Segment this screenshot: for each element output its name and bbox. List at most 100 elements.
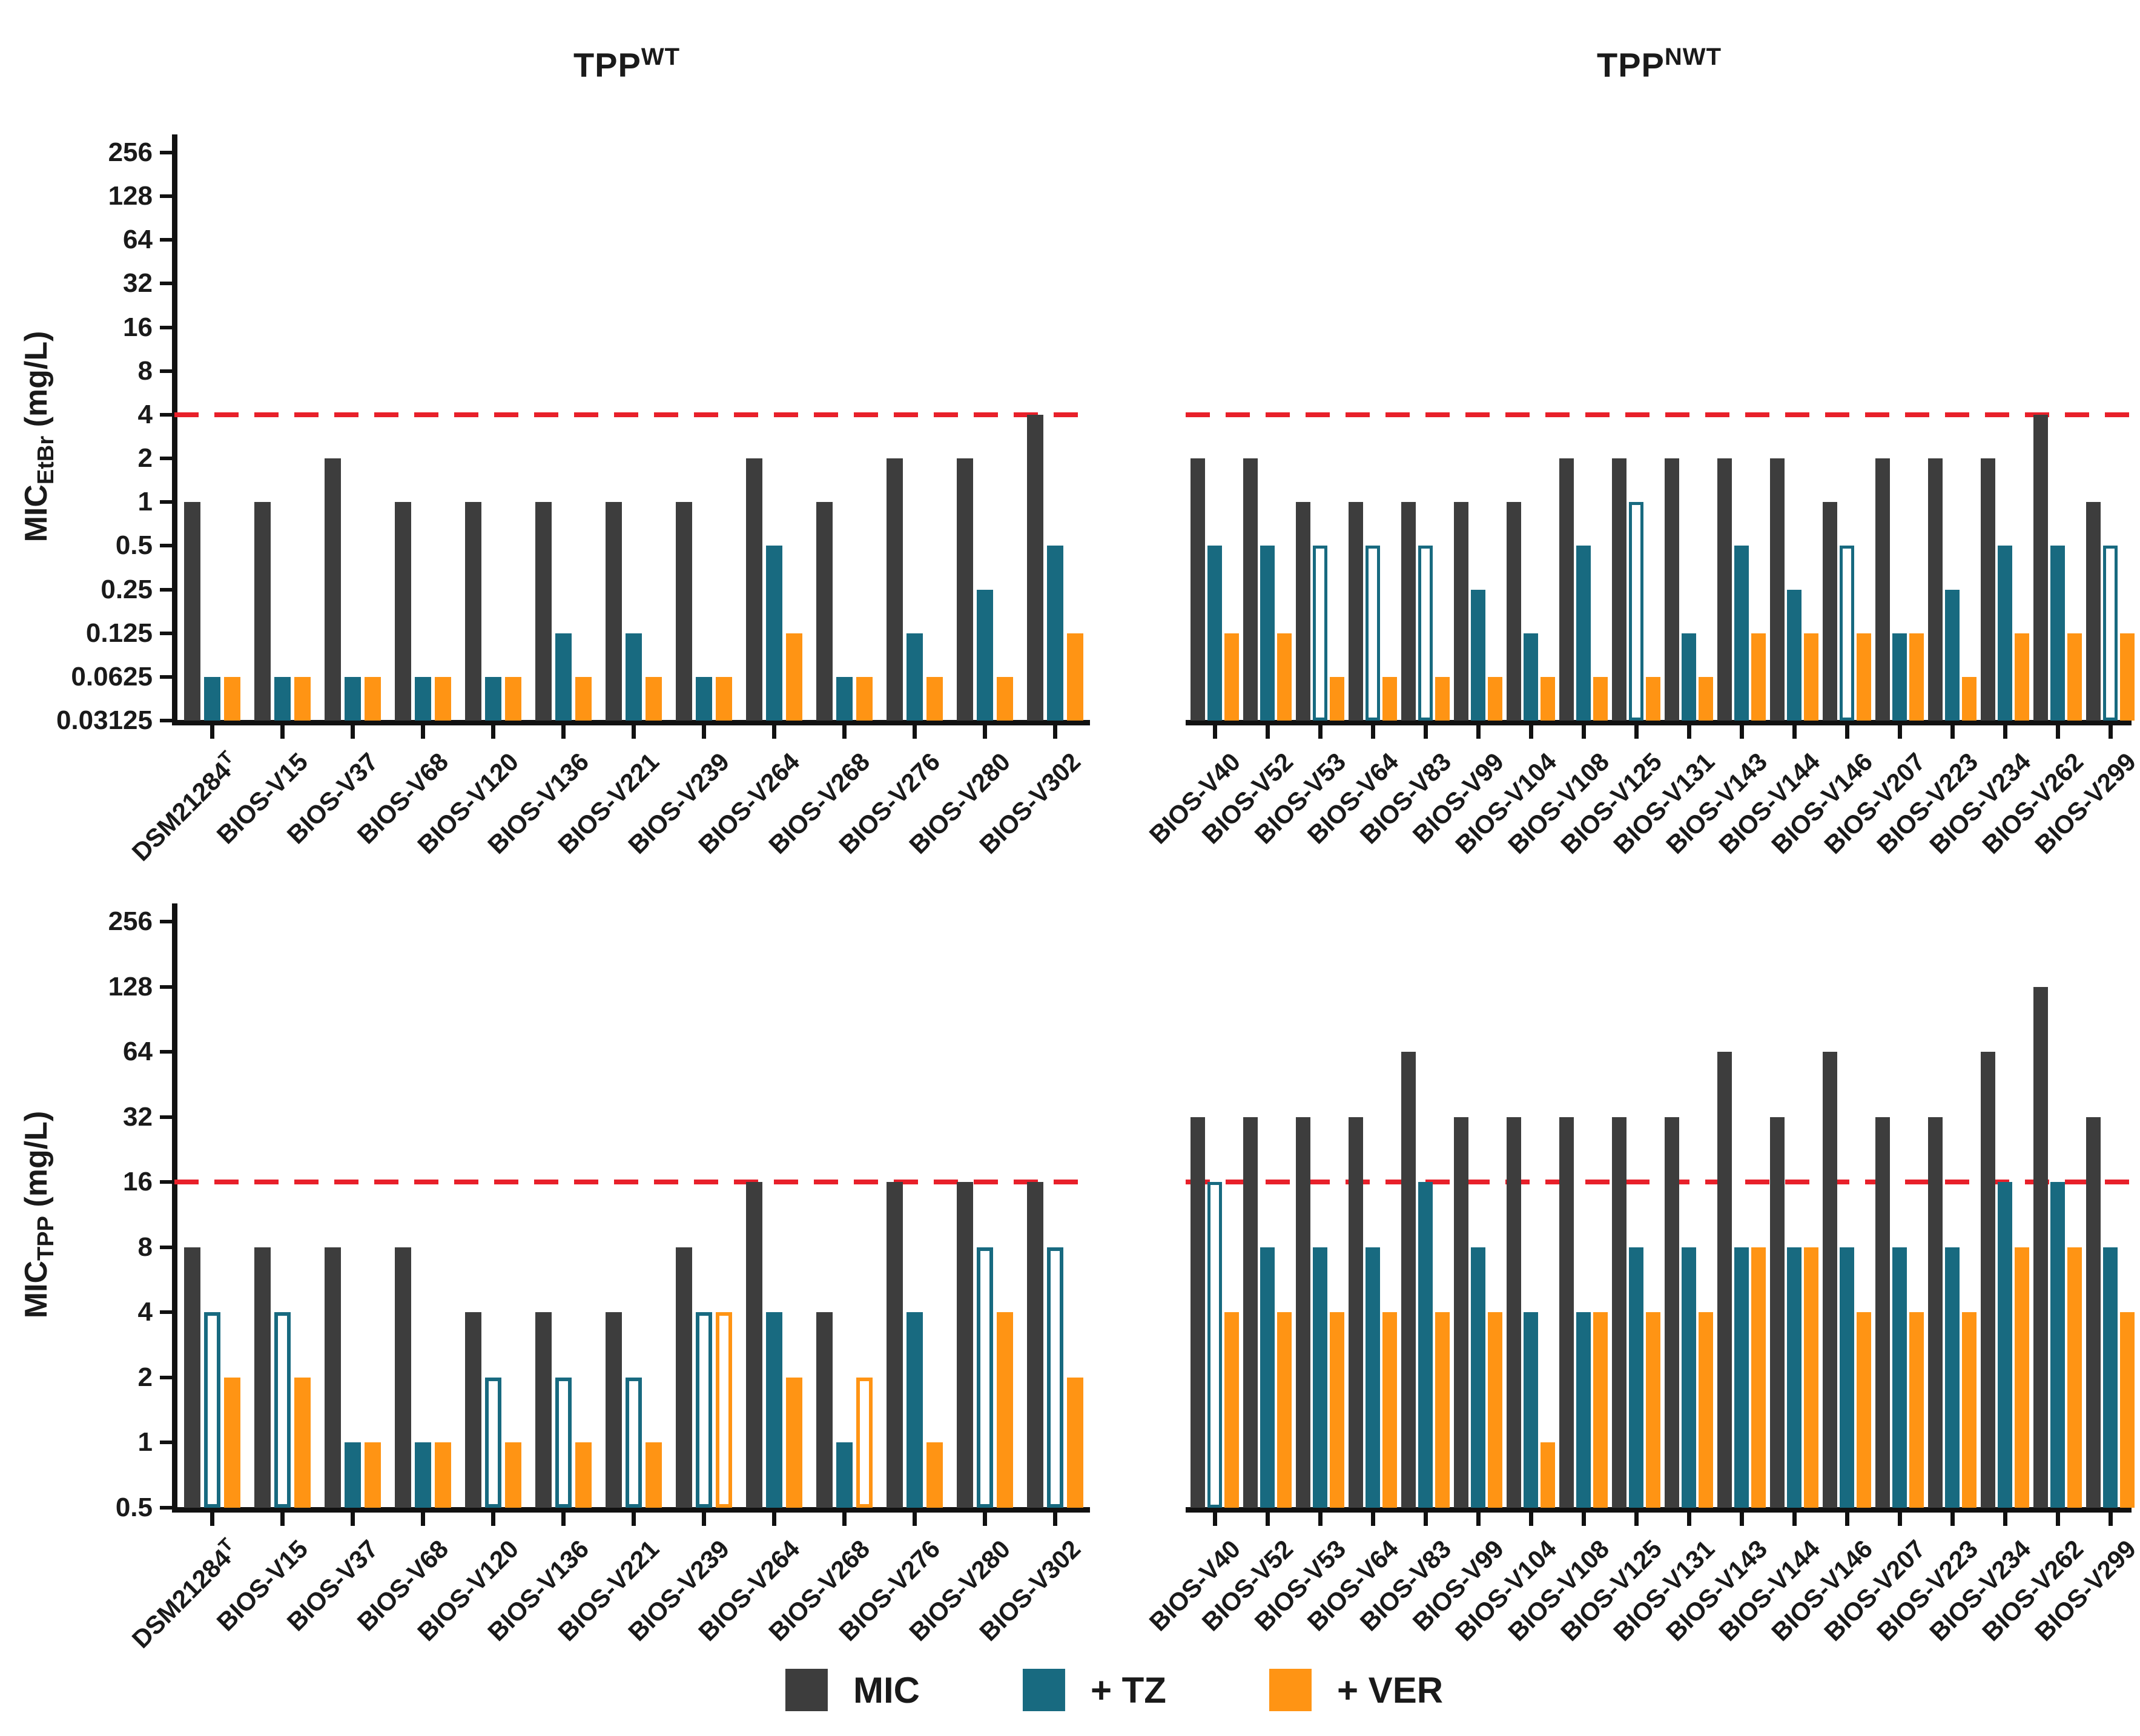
bar-mic-BIOS-V83 [1401,502,1416,721]
x-tick-mark [1740,1511,1744,1526]
bar-ver-BIOS-V131 [1699,676,1713,721]
bar-ver-BIOS-V125 [1646,1312,1660,1508]
y-tick-mark [160,1441,172,1445]
x-tick-mark [842,724,847,739]
bar-ver-BIOS-V83 [1435,1312,1450,1508]
x-tick-mark [1634,724,1639,739]
bar-ver-DSM21284 [223,676,240,721]
bar-tz-BIOS-V268 [836,676,853,721]
x-tick-mark [1266,1511,1270,1526]
bar-ver-BIOS-V280 [996,1312,1013,1508]
y-tick-mark [160,194,172,199]
threshold-line [1186,412,2132,417]
y-tick-label: 4 [137,399,153,429]
bar-mic-BIOS-V108 [1559,458,1574,721]
bar-mic-BIOS-V262 [2033,986,2048,1508]
bar-mic-BIOS-V64 [1349,502,1363,721]
bar-mic-BIOS-V299 [2086,1117,2101,1508]
y-tick-label: 1 [137,487,153,517]
y-tick-mark [160,1115,172,1119]
bar-ver-BIOS-V268 [856,1377,873,1508]
bar-ver-BIOS-V144 [1804,633,1818,721]
bar-mic-BIOS-V40 [1191,1117,1205,1508]
bar-ver-BIOS-V68 [434,1442,451,1508]
y-tick-label: 0.5 [115,530,153,561]
bar-mic-BIOS-V120 [464,1312,481,1508]
bar-tz-BIOS-V37 [344,1442,361,1508]
x-tick-mark [772,724,776,739]
bar-mic-BIOS-V144 [1770,1117,1785,1508]
threshold-line [174,1180,1090,1185]
x-tick-mark [210,1511,214,1526]
x-tick-mark [1792,724,1797,739]
bar-ver-BIOS-V276 [926,676,943,721]
y-tick-mark [160,1050,172,1054]
x-tick-mark [1898,1511,1902,1526]
bar-tz-BIOS-V268 [836,1442,853,1508]
bar-tz-BIOS-V108 [1576,546,1591,721]
bar-mic-BIOS-V136 [535,502,552,721]
bar-tz-BIOS-V264 [765,1312,782,1508]
y-tick-mark [160,1245,172,1249]
legend-label-tz: + TZ [1090,1669,1166,1711]
bar-mic-BIOS-V146 [1823,502,1837,721]
x-tick-mark [702,1511,706,1526]
legend-label-mic: MIC [853,1669,920,1711]
bar-mic-BIOS-V15 [254,502,271,721]
bar-mic-BIOS-V280 [956,458,973,721]
bar-ver-BIOS-V125 [1646,676,1660,721]
bar-tz-BIOS-V15 [274,676,291,721]
bar-tz-BIOS-V120 [484,1377,501,1508]
threshold-line [174,412,1090,417]
y-tick-label: 1 [137,1427,153,1457]
bar-ver-BIOS-V40 [1224,1312,1239,1508]
y-tick-label: 0.5 [115,1493,153,1522]
bar-tz-BIOS-V299 [2103,546,2118,721]
bar-mic-BIOS-V143 [1717,1052,1732,1508]
x-tick-mark [1687,724,1691,739]
x-tick-mark [421,724,425,739]
bar-mic-BIOS-V104 [1507,502,1521,721]
y-tick-mark [160,325,172,329]
x-tick-mark [280,724,285,739]
bar-mic-BIOS-V68 [394,1247,411,1508]
y-tick-mark [160,1506,172,1510]
x-tick-mark [1582,724,1586,739]
bar-ver-BIOS-V15 [294,1377,311,1508]
bar-mic-BIOS-V68 [394,502,411,721]
x-tick-mark [913,724,917,739]
bar-ver-BIOS-V223 [1962,676,1977,721]
x-tick-mark [1371,1511,1375,1526]
bar-tz-BIOS-V136 [555,1377,572,1508]
bar-mic-BIOS-V207 [1875,1117,1890,1508]
x-tick-mark [2003,724,2007,739]
x-tick-mark [1424,724,1428,739]
bar-mic-BIOS-V104 [1507,1117,1521,1508]
bar-mic-BIOS-V299 [2086,502,2101,721]
bar-tz-BIOS-V83 [1418,1182,1433,1508]
x-tick-mark [1898,724,1902,739]
bar-tz-BIOS-V299 [2103,1247,2118,1508]
x-tick-mark [2056,724,2060,739]
x-tick-mark [2056,1511,2060,1526]
bar-mic-BIOS-V302 [1026,1182,1043,1508]
x-tick-mark [1845,1511,1849,1526]
bar-mic-BIOS-V276 [886,458,903,721]
x-tick-mark [1266,724,1270,739]
y-tick-mark [160,369,172,373]
bar-ver-BIOS-V239 [715,1312,732,1508]
bar-mic-BIOS-V239 [675,1247,692,1508]
bar-tz-BIOS-V64 [1366,1247,1380,1508]
bar-ver-DSM21284 [223,1377,240,1508]
bar-mic-BIOS-V131 [1665,458,1679,721]
bar-ver-BIOS-V146 [1857,633,1871,721]
x-tick-mark [1476,724,1481,739]
x-tick-mark [632,1511,636,1526]
y-tick-label: 64 [123,1037,153,1067]
bar-tz-BIOS-V99 [1471,589,1485,721]
bar-mic-BIOS-V53 [1296,502,1310,721]
x-tick-mark [351,1511,355,1526]
bar-ver-BIOS-V268 [856,676,873,721]
bar-tz-BIOS-V280 [976,1247,993,1508]
bar-tz-BIOS-V83 [1418,546,1433,721]
